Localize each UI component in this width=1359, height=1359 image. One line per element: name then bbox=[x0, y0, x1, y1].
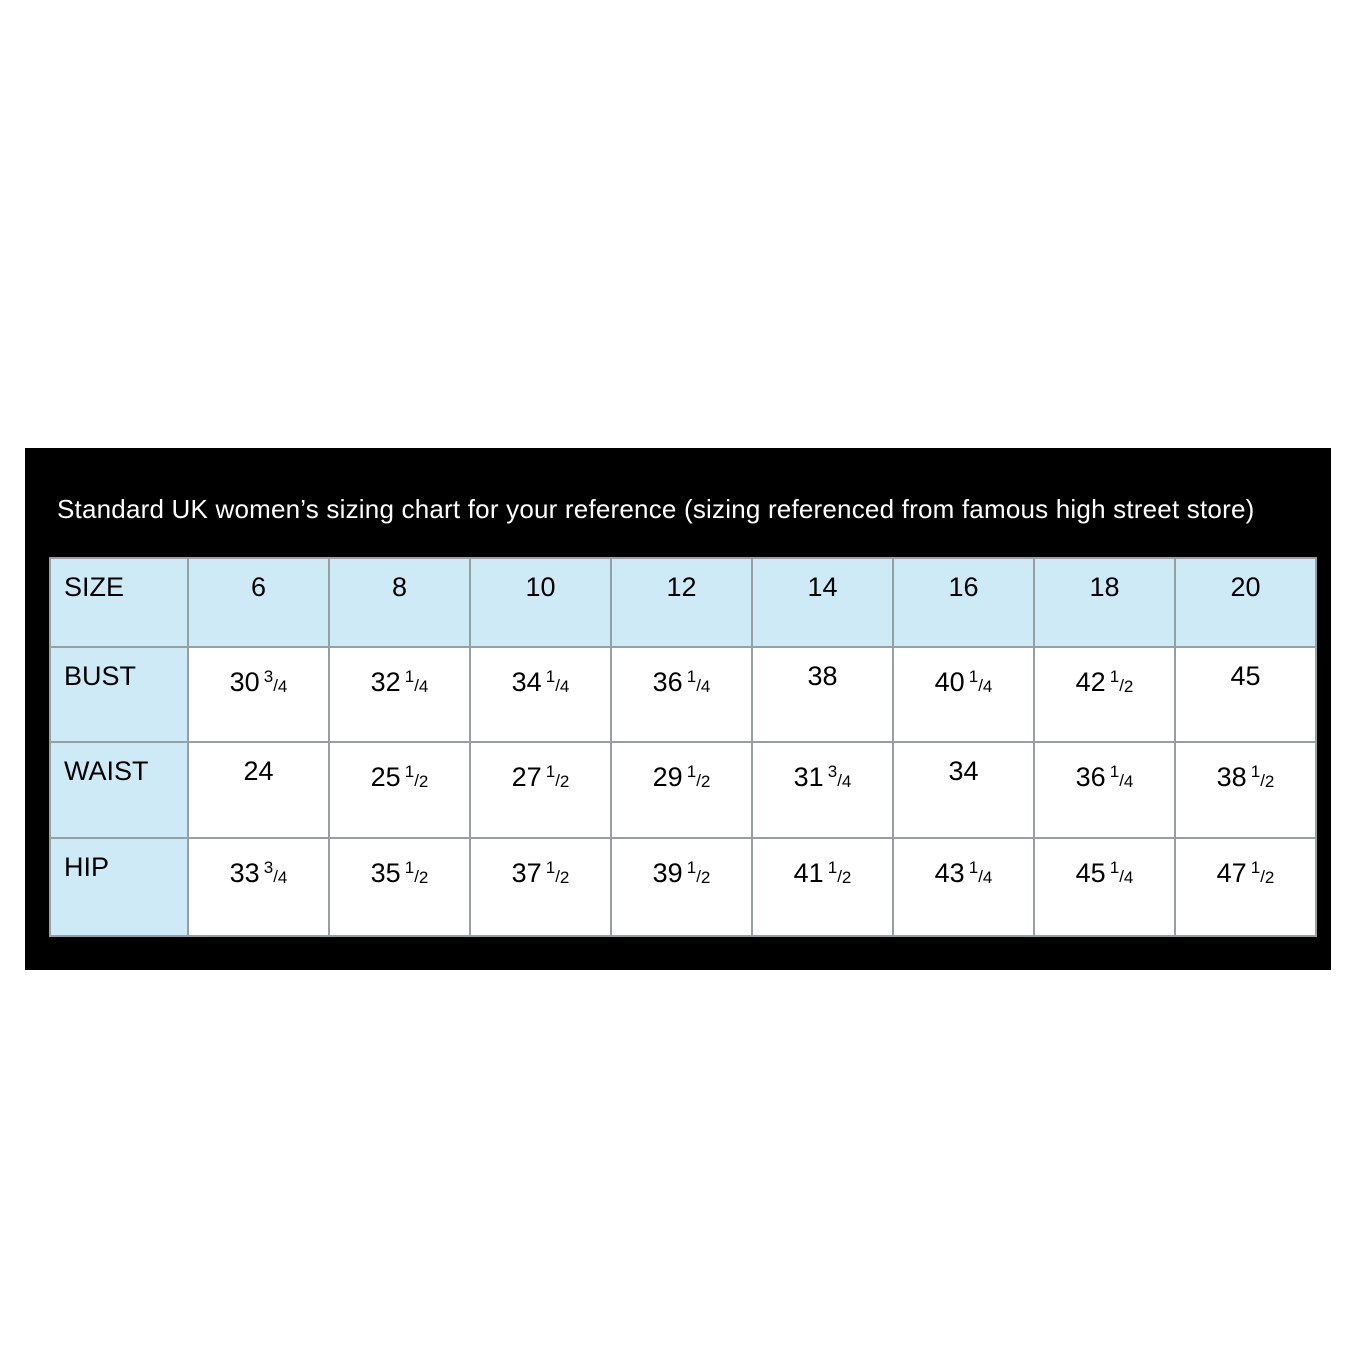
fraction: 3/4 bbox=[263, 667, 288, 697]
value-cell: 42 1/2 bbox=[1033, 646, 1176, 743]
value-cell: 38 1/2 bbox=[1174, 741, 1317, 839]
fraction: 1/4 bbox=[968, 667, 993, 697]
value-cell: 27 1/2 bbox=[469, 741, 612, 839]
value-cell: 38 bbox=[751, 646, 894, 743]
fraction: 1/4 bbox=[968, 858, 993, 888]
column-header-14: 14 bbox=[751, 557, 894, 648]
value-cell: 31 3/4 bbox=[751, 741, 894, 839]
fraction: 1/2 bbox=[404, 858, 429, 888]
fraction: 1/2 bbox=[686, 762, 711, 792]
value-cell: 34 bbox=[892, 741, 1035, 839]
value-cell: 29 1/2 bbox=[610, 741, 753, 839]
fraction: 3/4 bbox=[827, 762, 852, 792]
table-row-bust: BUST 30 3/4 32 1/4 34 1/4 36 1/4 38 40 1/4 42 1/2 45 bbox=[49, 646, 1317, 743]
column-header-10: 10 bbox=[469, 557, 612, 648]
fraction: 1/2 bbox=[1250, 762, 1275, 792]
value-cell: 33 3/4 bbox=[187, 837, 330, 937]
fraction: 1/2 bbox=[545, 858, 570, 888]
value-cell: 37 1/2 bbox=[469, 837, 612, 937]
sizing-chart-panel: Standard UK women’s sizing chart for you… bbox=[25, 448, 1331, 970]
value-cell: 43 1/4 bbox=[892, 837, 1035, 937]
column-header-18: 18 bbox=[1033, 557, 1176, 648]
table-body: BUST 30 3/4 32 1/4 34 1/4 36 1/4 38 40 1/4 42 1/2 45 WA… bbox=[49, 646, 1317, 937]
table-header: SIZE 6 8 10 12 14 16 18 20 bbox=[49, 557, 1317, 648]
fraction: 3/4 bbox=[263, 858, 288, 888]
value-cell: 24 bbox=[187, 741, 330, 839]
column-header-size: SIZE bbox=[49, 557, 189, 648]
fraction: 1/4 bbox=[686, 667, 711, 697]
value-cell: 47 1/2 bbox=[1174, 837, 1317, 937]
sizing-table: SIZE 6 8 10 12 14 16 18 20 BUST 30 3/4 32 1/4 34 1/4 36… bbox=[49, 557, 1317, 937]
column-header-8: 8 bbox=[328, 557, 471, 648]
column-header-12: 12 bbox=[610, 557, 753, 648]
column-header-20: 20 bbox=[1174, 557, 1317, 648]
fraction: 1/2 bbox=[545, 762, 570, 792]
fraction: 1/2 bbox=[686, 858, 711, 888]
value-cell: 45 1/4 bbox=[1033, 837, 1176, 937]
fraction: 1/2 bbox=[1109, 667, 1134, 697]
row-label-hip: HIP bbox=[49, 837, 189, 937]
value-cell: 30 3/4 bbox=[187, 646, 330, 743]
column-header-16: 16 bbox=[892, 557, 1035, 648]
value-cell: 35 1/2 bbox=[328, 837, 471, 937]
fraction: 1/4 bbox=[1109, 762, 1134, 792]
column-header-6: 6 bbox=[187, 557, 330, 648]
value-cell: 32 1/4 bbox=[328, 646, 471, 743]
value-cell: 40 1/4 bbox=[892, 646, 1035, 743]
value-cell: 45 bbox=[1174, 646, 1317, 743]
value-cell: 41 1/2 bbox=[751, 837, 894, 937]
table-row-hip: HIP 33 3/4 35 1/2 37 1/2 39 1/2 41 1/2 43 1/4 45 1/4 47… bbox=[49, 837, 1317, 937]
value-cell: 36 1/4 bbox=[1033, 741, 1176, 839]
fraction: 1/4 bbox=[404, 667, 429, 697]
header-row: SIZE 6 8 10 12 14 16 18 20 bbox=[49, 557, 1317, 648]
value-cell: 34 1/4 bbox=[469, 646, 612, 743]
row-label-waist: WAIST bbox=[49, 741, 189, 839]
fraction: 1/2 bbox=[1250, 858, 1275, 888]
table-row-waist: WAIST 24 25 1/2 27 1/2 29 1/2 31 3/4 34 36 1/4 38 1/2 bbox=[49, 741, 1317, 839]
fraction: 1/4 bbox=[545, 667, 570, 697]
value-cell: 39 1/2 bbox=[610, 837, 753, 937]
value-cell: 36 1/4 bbox=[610, 646, 753, 743]
fraction: 1/2 bbox=[404, 762, 429, 792]
row-label-bust: BUST bbox=[49, 646, 189, 743]
fraction: 1/4 bbox=[1109, 858, 1134, 888]
chart-title: Standard UK women’s sizing chart for you… bbox=[57, 494, 1255, 524]
fraction: 1/2 bbox=[827, 858, 852, 888]
value-cell: 25 1/2 bbox=[328, 741, 471, 839]
